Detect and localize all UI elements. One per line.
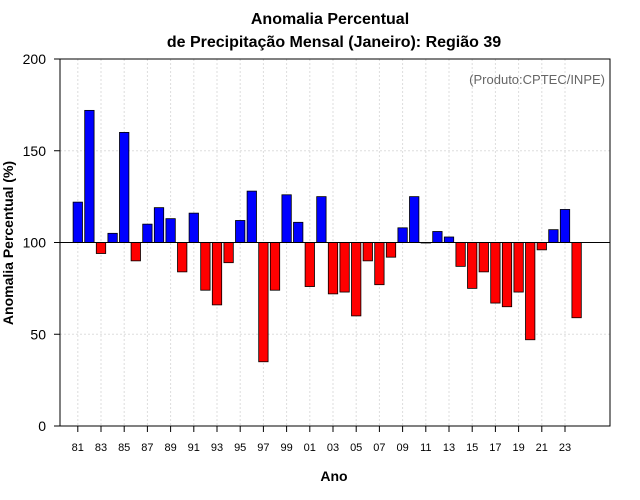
x-tick-label: 11 [420,442,431,454]
x-tick-label: 87 [141,442,153,454]
x-tick-label: 17 [489,442,501,454]
bar-2024 [571,242,582,319]
x-tick-label: 89 [164,442,176,454]
bar-2021 [536,242,547,251]
bar-1991 [188,212,199,243]
bar-1992 [200,242,211,291]
x-tick-label: 95 [234,442,246,454]
x-tick-label: 05 [350,442,362,454]
x-axis-ticks: 81 83 85 87 89 91 93 95 97 99 01 03 05 07 09 11 13 15 17 19… [72,426,571,454]
bar-2003 [327,242,339,295]
y-tick-label: 50 [30,326,46,342]
x-tick-label: 23 [559,442,571,454]
bar-1982 [84,109,95,243]
bar-2002 [316,196,327,243]
bar-1998 [269,242,281,291]
bar-1983 [95,242,107,254]
bar-2010 [409,196,420,243]
bar-2016 [478,242,489,273]
bar-1996 [246,190,257,243]
bar-2008 [385,242,397,258]
bar-2023 [559,209,571,243]
bar-1987 [142,223,153,243]
bar-1988 [153,207,165,243]
bar-2001 [304,242,315,287]
bar-1999 [281,194,292,243]
bar-2012 [432,231,443,243]
bar-1981 [72,201,83,243]
x-tick-label: 15 [466,442,478,454]
credit-text: (Produto:CPTEC/INPE) [469,72,605,87]
x-tick-label: 21 [536,442,548,454]
x-tick-label: 01 [304,442,316,454]
x-tick-label: 85 [118,442,130,454]
bar-2004 [339,242,350,293]
x-tick-label: 19 [512,442,524,454]
x-tick-label: 09 [396,442,408,454]
bars-group [72,109,582,363]
grid-lines [60,58,610,427]
bar-2013 [443,236,455,243]
bar-2000 [293,221,304,243]
bar-2019 [513,242,524,293]
chart-title-line2: de Precipitação Mensal (Janeiro): Região… [167,34,501,51]
x-tick-label: 03 [327,442,339,454]
x-tick-label: 07 [373,442,385,454]
bar-1993 [211,242,223,306]
x-tick-label: 13 [443,442,455,454]
y-axis-label: Anomalia Percentual (%) [0,161,16,325]
bar-2014 [455,242,466,267]
bar-2006 [362,242,373,262]
bar-1986 [130,242,141,262]
bar-1995 [235,220,246,243]
bar-2005 [351,242,362,317]
x-tick-label: 97 [257,442,269,454]
bar-1984 [107,232,118,243]
bar-2009 [397,227,408,243]
x-tick-label: 81 [72,442,84,454]
bar-2017 [490,242,501,304]
x-tick-label: 99 [280,442,292,454]
y-tick-label: 150 [23,143,47,159]
y-tick-label: 100 [23,235,47,251]
bar-2020 [525,242,536,341]
bar-1985 [119,131,130,243]
x-tick-label: 83 [95,442,107,454]
bar-1990 [177,242,188,273]
y-axis-ticks: 0 50 100 150 200 [23,51,60,434]
bar-1989 [165,218,176,243]
x-tick-label: 93 [211,442,223,454]
bar-2022 [548,229,559,243]
x-tick-label: 91 [188,442,200,454]
bar-1994 [223,242,234,264]
bar-1997 [258,242,269,363]
bar-2015 [467,242,478,289]
x-axis-label: Ano [320,468,347,484]
bar-2018 [501,242,513,308]
chart-title-line1: Anomalia Percentual [251,11,409,28]
bar-2007 [374,242,385,286]
y-tick-label: 200 [23,51,47,67]
y-tick-label: 0 [38,418,46,434]
